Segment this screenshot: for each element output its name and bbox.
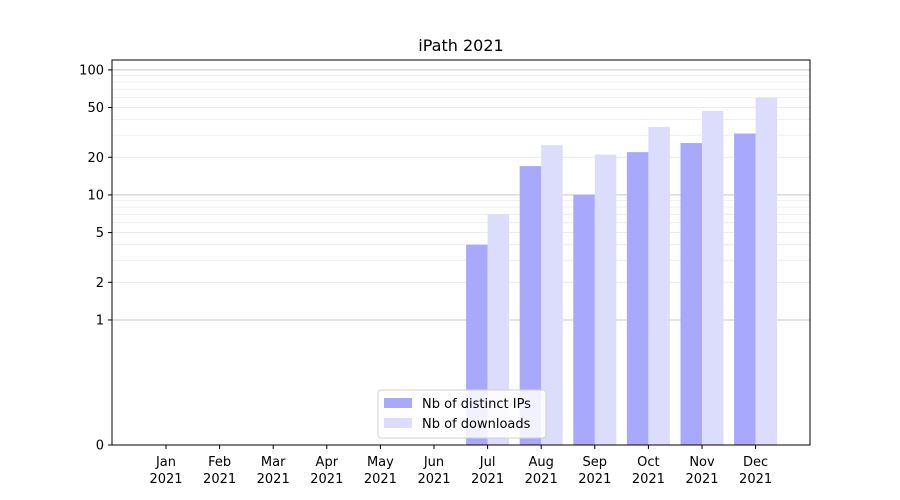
x-axis: Jan 2021 Feb 2021 Mar 2021 Apr 2021 May 2021 Jun 20… [149, 445, 772, 487]
legend-label: Nb of downloads [422, 417, 531, 432]
legend-box [377, 389, 547, 439]
x-tick-label: Mar [261, 455, 286, 470]
bar-downloads [755, 97, 778, 445]
y-tick-label: 1 [96, 313, 104, 328]
x-tick-label: 2021 [578, 472, 611, 487]
x-tick-label: 2021 [632, 472, 665, 487]
y-tick-label: 100 [79, 63, 104, 78]
bar-distinct-ips [519, 166, 542, 445]
x-tick-label: 2021 [257, 472, 290, 487]
y-axis: 0 1 2 5 10 20 50 100 [79, 63, 112, 454]
y-tick-label: 5 [96, 226, 104, 241]
y-tick-label: 0 [96, 439, 104, 454]
x-tick-label: 2021 [149, 472, 182, 487]
x-tick-label: Nov [689, 455, 715, 470]
legend-swatch [384, 418, 412, 428]
y-tick-label: 10 [87, 188, 104, 203]
bars-layer [466, 97, 778, 446]
x-tick-label: 2021 [471, 472, 504, 487]
bar-downloads [541, 145, 563, 445]
x-tick-label: Feb [208, 455, 231, 470]
x-tick-label: Apr [316, 455, 339, 470]
x-tick-label: 2021 [364, 472, 397, 487]
bar-downloads [702, 110, 724, 445]
bar-distinct-ips [734, 133, 756, 445]
x-tick-label: Oct [637, 455, 659, 470]
x-tick-label: 2021 [685, 472, 718, 487]
legend-label: Nb of distinct IPs [422, 397, 531, 412]
plot-frame [111, 59, 811, 446]
x-tick-label: Dec [743, 455, 768, 470]
bar-distinct-ips [680, 143, 702, 445]
x-tick-label: Aug [529, 455, 554, 470]
y-tick-label: 50 [87, 101, 104, 116]
x-tick-label: 2021 [203, 472, 236, 487]
chart-title: iPath 2021 [418, 36, 503, 55]
legend: Nb of distinct IPs Nb of downloads [377, 389, 547, 439]
bar-downloads [594, 154, 617, 446]
x-tick-label: 2021 [525, 472, 558, 487]
x-tick-label: 2021 [739, 472, 772, 487]
x-tick-label: May [367, 455, 394, 470]
x-tick-label: Sep [583, 455, 608, 470]
x-tick-label: Jan [155, 455, 176, 470]
x-tick-label: Jun [423, 455, 444, 470]
y-tick-label: 2 [96, 276, 104, 291]
legend-swatch [384, 398, 412, 408]
bar-distinct-ips [573, 194, 595, 445]
x-tick-label: 2021 [417, 472, 450, 487]
y-tick-label: 20 [87, 151, 104, 166]
x-tick-label: Jul [479, 455, 496, 470]
bar-distinct-ips [626, 152, 649, 445]
bar-downloads [648, 126, 670, 446]
x-tick-label: 2021 [310, 472, 343, 487]
bar-downloads [487, 214, 510, 445]
